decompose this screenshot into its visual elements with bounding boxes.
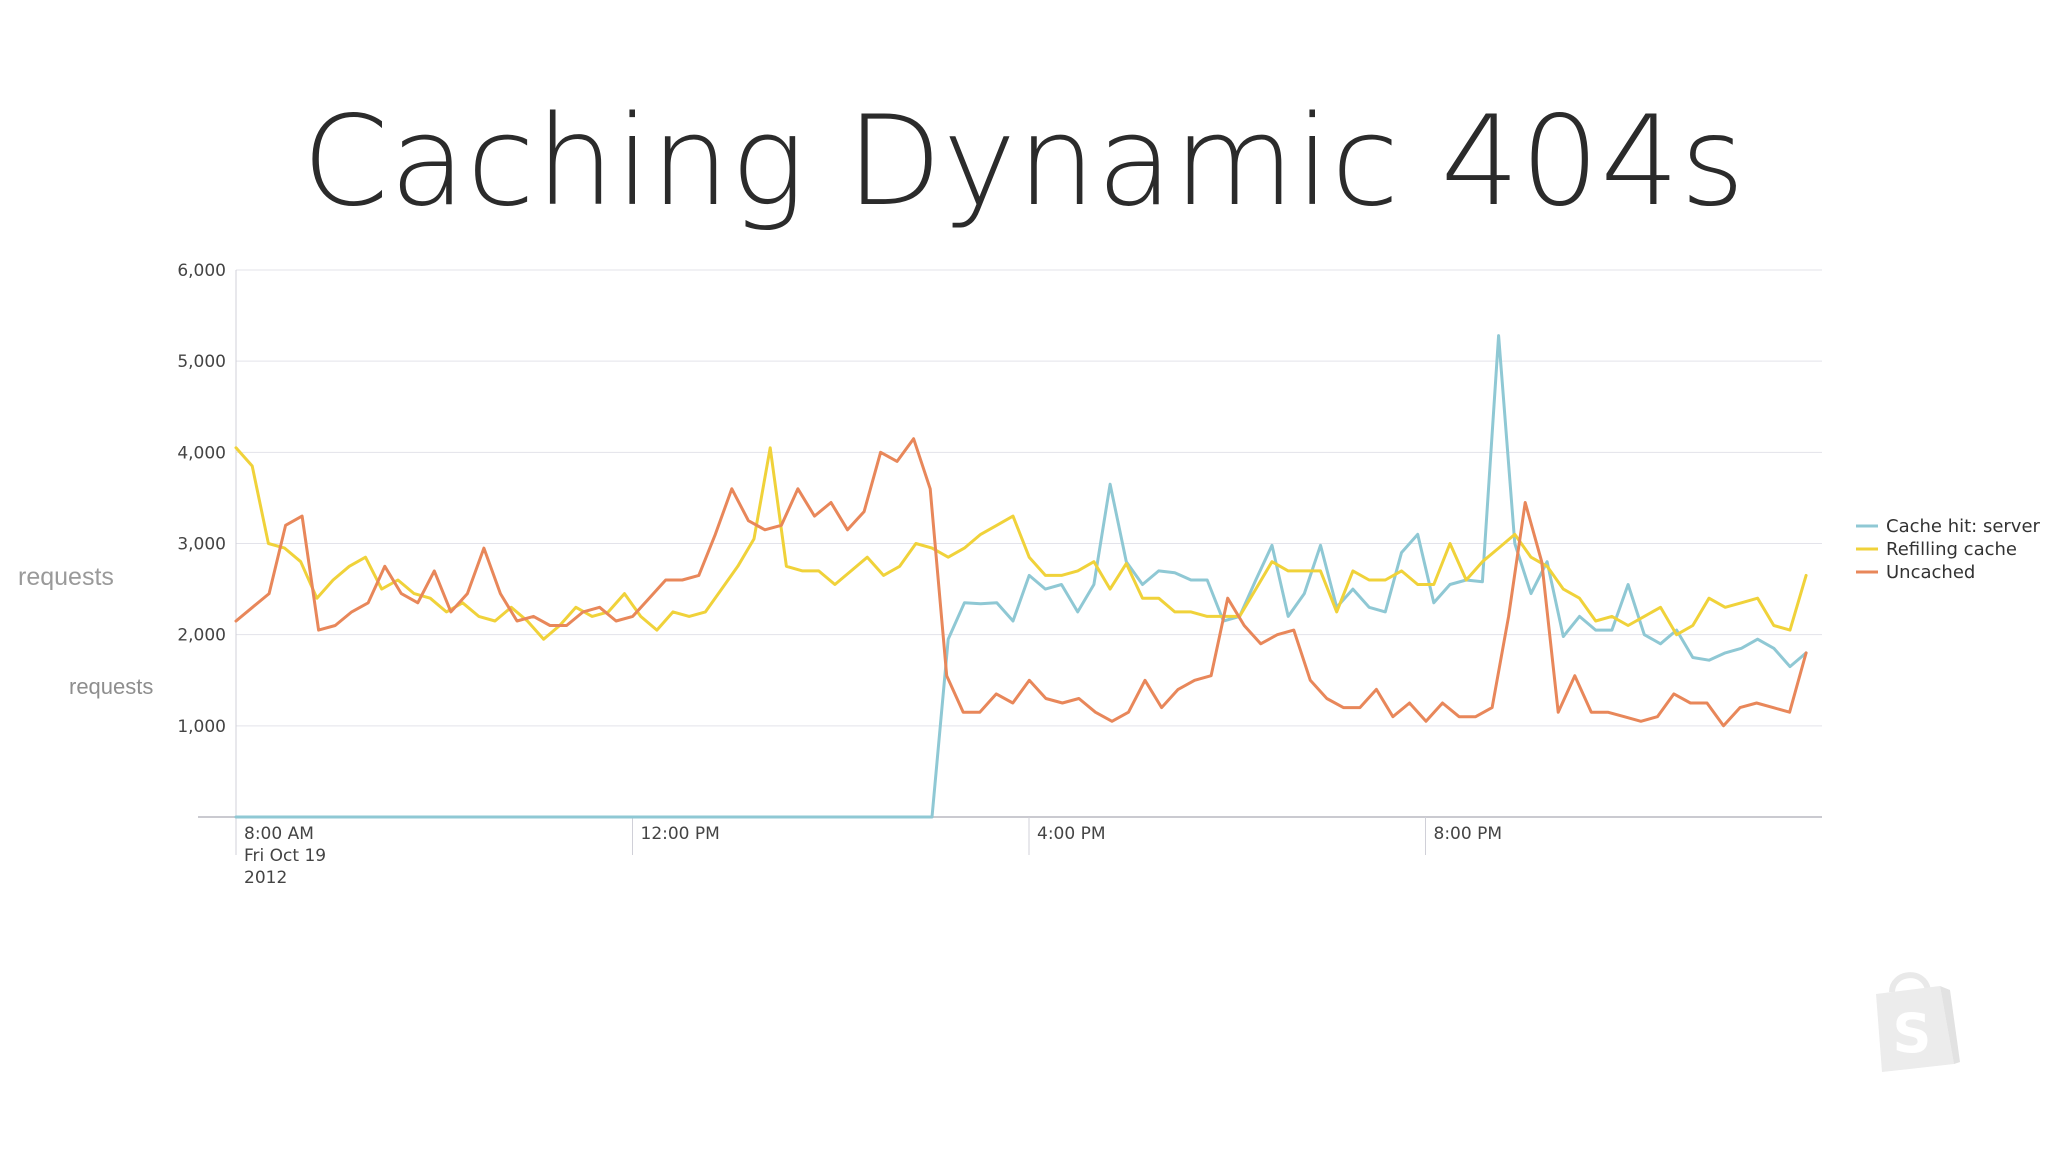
x-tick-label: 2012 xyxy=(244,868,287,888)
x-tick-label: 8:00 PM xyxy=(1434,824,1503,844)
svg-text:S: S xyxy=(1893,1002,1932,1065)
x-tick-label: 8:00 AM xyxy=(244,824,314,844)
legend-entry[interactable]: Cache hit: server xyxy=(1886,516,2041,537)
legend-entry[interactable]: Refilling cache xyxy=(1886,539,2017,560)
x-tick-label: 12:00 PM xyxy=(641,824,720,844)
y-tick-label: 6,000 xyxy=(177,261,226,281)
series-line-refilling-cache xyxy=(234,446,1808,641)
y-tick-label: 1,000 xyxy=(177,717,226,737)
x-tick-label: Fri Oct 19 xyxy=(244,846,326,866)
series-lines xyxy=(234,334,1808,819)
y-tick-label: 3,000 xyxy=(177,535,226,555)
series-line-cache-hit-server xyxy=(234,334,1808,819)
shopify-bag-icon: S xyxy=(1876,972,1960,1072)
series-line-uncached xyxy=(234,437,1808,728)
x-tick-label: 4:00 PM xyxy=(1037,824,1106,844)
y-tick-label: 4,000 xyxy=(177,443,226,463)
y-tick-label: 5,000 xyxy=(177,352,226,372)
grid-lines xyxy=(236,269,1822,727)
outer-y-axis-label: requests xyxy=(18,563,114,591)
chart-y-axis-label: requests xyxy=(69,674,154,699)
y-tick-label: 2,000 xyxy=(177,626,226,646)
axes: 1,000 2,000 3,000 4,000 5,000 6,000 8:00 AMFri… xyxy=(177,261,1822,888)
legend-entry[interactable]: Uncached xyxy=(1886,562,1975,583)
slide-title: Caching Dynamic 404s xyxy=(302,90,1746,234)
